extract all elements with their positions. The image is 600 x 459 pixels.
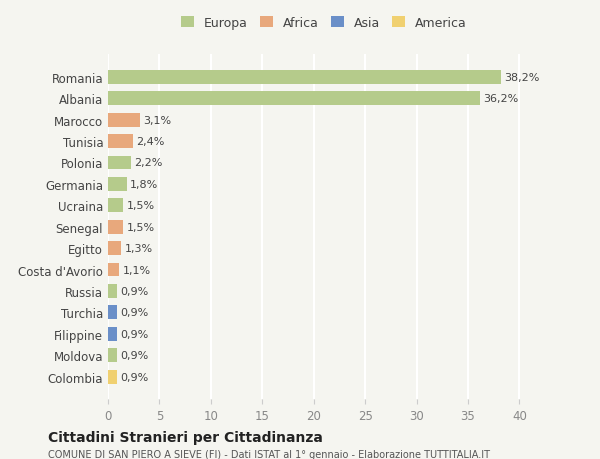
Text: 1,5%: 1,5% — [127, 222, 155, 232]
Bar — [108, 370, 117, 384]
Text: 1,5%: 1,5% — [127, 201, 155, 211]
Text: 38,2%: 38,2% — [504, 73, 539, 83]
Text: 0,9%: 0,9% — [121, 308, 149, 318]
Text: 1,1%: 1,1% — [122, 265, 151, 275]
Bar — [108, 156, 131, 170]
Bar — [108, 284, 117, 298]
Text: Cittadini Stranieri per Cittadinanza: Cittadini Stranieri per Cittadinanza — [48, 430, 323, 444]
Text: 0,9%: 0,9% — [121, 286, 149, 296]
Text: 0,9%: 0,9% — [121, 329, 149, 339]
Bar — [108, 220, 124, 234]
Text: 0,9%: 0,9% — [121, 372, 149, 382]
Text: 3,1%: 3,1% — [143, 115, 171, 125]
Text: 2,4%: 2,4% — [136, 137, 164, 147]
Bar — [108, 92, 481, 106]
Text: COMUNE DI SAN PIERO A SIEVE (FI) - Dati ISTAT al 1° gennaio - Elaborazione TUTTI: COMUNE DI SAN PIERO A SIEVE (FI) - Dati … — [48, 449, 490, 459]
Bar — [108, 327, 117, 341]
Text: 0,9%: 0,9% — [121, 350, 149, 360]
Bar — [108, 113, 140, 127]
Text: 2,2%: 2,2% — [134, 158, 162, 168]
Bar — [108, 199, 124, 213]
Text: 36,2%: 36,2% — [484, 94, 518, 104]
Bar — [108, 71, 501, 84]
Bar — [108, 241, 121, 256]
Legend: Europa, Africa, Asia, America: Europa, Africa, Asia, America — [181, 17, 467, 29]
Bar — [108, 348, 117, 362]
Bar — [108, 306, 117, 319]
Text: 1,3%: 1,3% — [124, 244, 152, 253]
Text: 1,8%: 1,8% — [130, 179, 158, 190]
Bar — [108, 263, 119, 277]
Bar — [108, 135, 133, 149]
Bar — [108, 178, 127, 191]
